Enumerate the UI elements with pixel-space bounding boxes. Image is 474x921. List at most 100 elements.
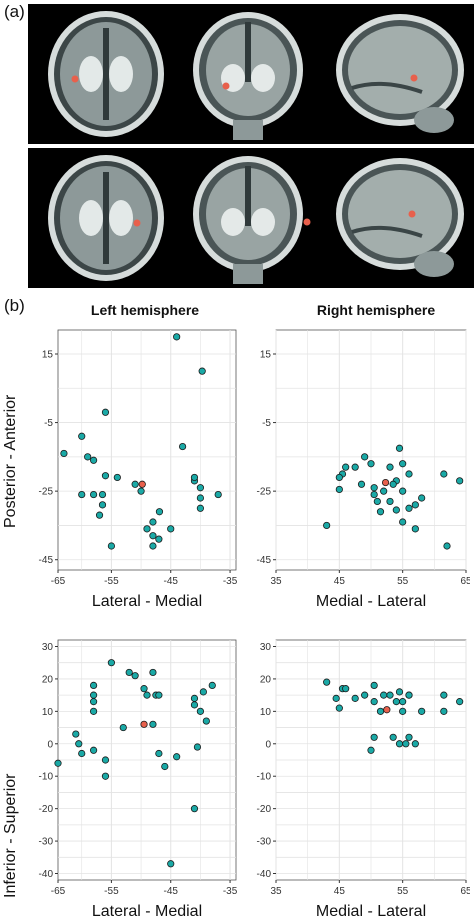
y-tick-label: -20 bbox=[257, 804, 272, 815]
data-point bbox=[125, 668, 133, 677]
data-point bbox=[405, 733, 413, 741]
data-point bbox=[399, 460, 407, 468]
data-point bbox=[107, 542, 116, 550]
data-point bbox=[173, 753, 181, 761]
y-tick-label: -5 bbox=[44, 418, 53, 429]
data-point bbox=[155, 508, 164, 516]
y-tick-label: 30 bbox=[42, 642, 54, 653]
data-point bbox=[440, 470, 448, 478]
ylabel-inferior-superior: Inferior - Superior bbox=[2, 773, 19, 899]
data-point bbox=[196, 504, 204, 512]
y-tick-label: -30 bbox=[257, 837, 272, 848]
x-axis-label: Lateral - Medial bbox=[92, 593, 202, 610]
data-point bbox=[440, 707, 448, 715]
data-point bbox=[89, 456, 98, 464]
data-point bbox=[399, 707, 407, 715]
x-axis-label: Medial - Lateral bbox=[316, 903, 426, 920]
data-point bbox=[198, 367, 206, 375]
data-point bbox=[196, 707, 204, 715]
data-point bbox=[402, 740, 410, 748]
data-point bbox=[351, 463, 359, 471]
data-point bbox=[367, 460, 375, 468]
data-point bbox=[380, 691, 388, 699]
y-tick-label: 15 bbox=[42, 350, 54, 361]
data-point bbox=[95, 511, 104, 519]
data-point bbox=[149, 532, 157, 540]
data-point bbox=[89, 490, 98, 499]
plot-frame bbox=[57, 329, 237, 571]
data-point bbox=[395, 740, 404, 748]
data-point bbox=[405, 504, 413, 512]
highlight-point bbox=[383, 706, 391, 714]
data-point bbox=[101, 756, 110, 764]
x-tick-label: 65 bbox=[460, 886, 470, 897]
mri-row-1 bbox=[28, 4, 474, 144]
data-point bbox=[405, 470, 413, 478]
data-point bbox=[214, 490, 222, 499]
x-axis-label: Medial - Lateral bbox=[316, 593, 426, 610]
data-point bbox=[411, 740, 419, 748]
data-point bbox=[143, 691, 151, 699]
y-tick-label: 10 bbox=[42, 707, 54, 718]
y-tick-label: -25 bbox=[39, 487, 54, 498]
y-tick-label: 0 bbox=[47, 739, 53, 750]
data-point bbox=[149, 542, 157, 550]
data-point bbox=[167, 860, 175, 868]
y-tick-label: 30 bbox=[260, 642, 272, 653]
scatter-left-axial: -65 -55 -45 -35 15 -5 -25 -45 Lateral - Medial bbox=[39, 329, 238, 610]
data-point bbox=[440, 691, 448, 699]
data-point bbox=[89, 707, 98, 715]
highlight-point bbox=[138, 480, 146, 488]
data-point bbox=[361, 691, 369, 699]
highlight-point bbox=[140, 720, 148, 728]
coronal-slice-1 bbox=[193, 12, 303, 140]
data-point bbox=[376, 707, 385, 715]
data-point bbox=[418, 494, 426, 502]
data-point bbox=[78, 490, 86, 499]
data-point bbox=[456, 698, 464, 706]
data-point bbox=[357, 480, 366, 488]
x-tick-label: -35 bbox=[223, 886, 238, 897]
y-tick-label: 20 bbox=[42, 674, 54, 685]
data-point bbox=[376, 508, 385, 516]
data-point bbox=[380, 487, 388, 495]
data-point bbox=[370, 490, 378, 499]
data-point bbox=[395, 444, 404, 452]
y-tick-label: -20 bbox=[39, 804, 54, 815]
highlight-point bbox=[381, 478, 390, 487]
x-tick-label: -45 bbox=[164, 886, 179, 897]
x-axis-label: Lateral - Medial bbox=[92, 903, 202, 920]
data-point bbox=[323, 678, 331, 686]
data-point bbox=[75, 740, 83, 748]
data-point bbox=[418, 707, 426, 715]
data-point bbox=[78, 432, 86, 440]
data-point bbox=[89, 691, 98, 699]
y-tick-label: 10 bbox=[260, 707, 272, 718]
data-point bbox=[405, 691, 413, 699]
y-tick-label: 0 bbox=[265, 739, 271, 750]
ylabel-posterior-anterior: Posterior - Anterior bbox=[2, 394, 19, 528]
scatter-right-axial: 35 45 55 65 15 -5 -25 -45 Medial - Lateral bbox=[257, 329, 470, 610]
x-tick-label: 65 bbox=[460, 576, 470, 587]
data-point bbox=[107, 659, 116, 667]
data-point bbox=[167, 525, 175, 533]
data-point bbox=[140, 685, 148, 693]
data-point bbox=[386, 691, 394, 699]
sagittal-slice-1 bbox=[336, 14, 464, 133]
data-point bbox=[155, 535, 163, 543]
data-point bbox=[78, 749, 86, 758]
data-point bbox=[456, 477, 464, 485]
x-tick-label: 55 bbox=[397, 576, 409, 587]
data-point bbox=[370, 484, 378, 492]
scatter-right-coronal: 35 45 55 65 30 20 10 0 -10 -20 -30 -40 Medial - Late… bbox=[257, 639, 470, 920]
y-tick-label: -10 bbox=[257, 772, 272, 783]
data-point bbox=[335, 473, 343, 482]
x-tick-label: 45 bbox=[334, 886, 346, 897]
data-point bbox=[196, 484, 204, 492]
data-point bbox=[190, 694, 199, 702]
data-point bbox=[155, 749, 163, 758]
data-point bbox=[149, 668, 157, 677]
y-tick-label: 20 bbox=[260, 674, 272, 685]
panel-b-label: (b) bbox=[4, 296, 25, 315]
x-tick-label: -65 bbox=[51, 576, 66, 587]
